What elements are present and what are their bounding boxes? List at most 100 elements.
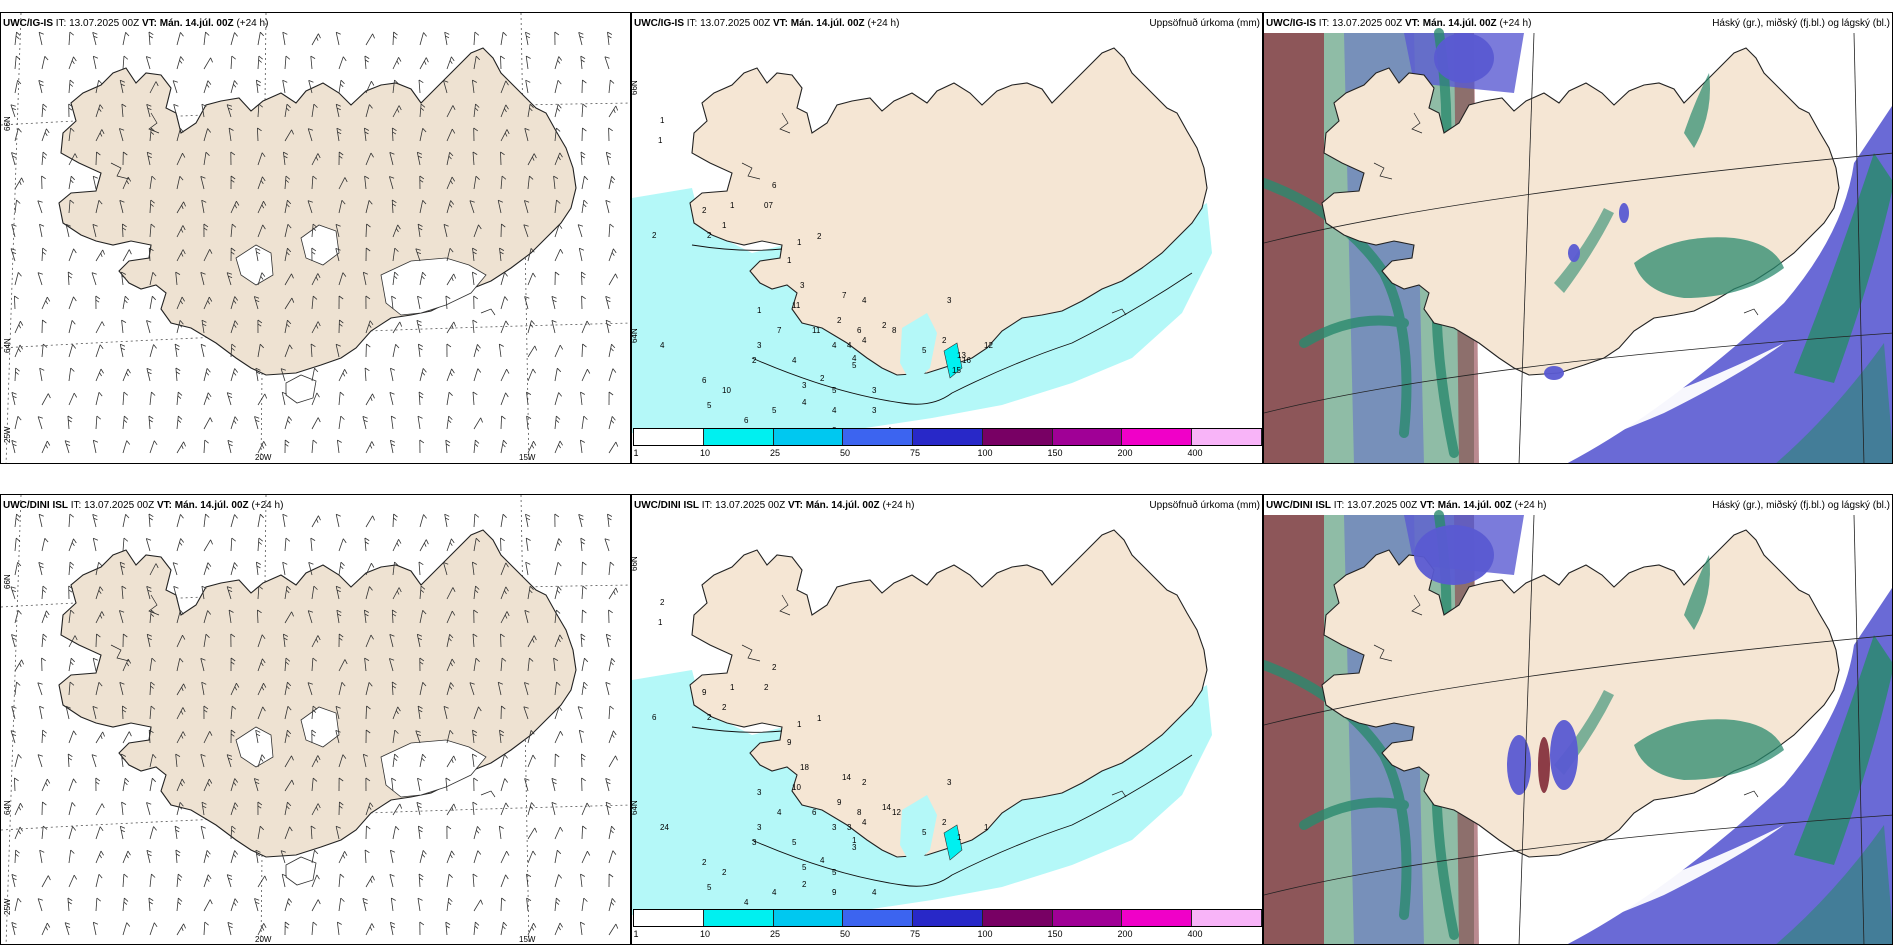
lat-label: 66N	[3, 574, 12, 589]
legend-label: 25	[769, 448, 781, 458]
lon-label: 15W	[519, 935, 536, 944]
precip-value: 1	[797, 238, 802, 247]
legend-swatch	[1192, 429, 1262, 445]
legend-swatch	[1192, 910, 1262, 926]
precip-value: 2	[660, 598, 665, 607]
precip-value: 3	[832, 823, 837, 832]
legend-swatch	[773, 429, 844, 445]
lat-label: 66N	[3, 116, 12, 131]
precip-panel-dini: UWC/DINI ISL IT: 13.07.2025 00Z VT: Mán.…	[631, 494, 1263, 945]
precip-value: 5	[707, 401, 712, 410]
legend-label: 200	[1117, 448, 1133, 458]
precip-value: 3	[847, 823, 852, 832]
legend-swatch	[843, 910, 914, 926]
panel-title: UWC/DINI ISL IT: 13.07.2025 00Z VT: Mán.…	[3, 500, 284, 511]
lat-label: 64N	[3, 338, 12, 353]
precip-value: 1	[660, 116, 665, 125]
legend-label: 200	[1117, 929, 1133, 939]
precip-value: 1	[658, 618, 663, 627]
precip-value: 2	[752, 356, 757, 365]
precip-value: 6	[744, 416, 749, 425]
precip-value: 9	[787, 738, 792, 747]
precip-value: 2	[772, 663, 777, 672]
precip-value: 8	[857, 808, 862, 817]
precip-value: 2	[722, 868, 727, 877]
legend-label: 10	[699, 929, 711, 939]
precip-value: 3	[802, 381, 807, 390]
lon-label: 20W	[255, 453, 272, 462]
panel-title: UWC/IG-IS IT: 13.07.2025 00Z VT: Mán. 14…	[634, 18, 900, 29]
legend-label: 25	[769, 929, 781, 939]
lat-label: 66N	[631, 556, 639, 571]
precip-value: 2	[942, 336, 947, 345]
precip-value: 2	[702, 858, 707, 867]
precip-value: 2	[722, 703, 727, 712]
precip-value: 3	[757, 788, 762, 797]
legend-label: 100	[977, 448, 993, 458]
legend-label: 10	[699, 448, 711, 458]
precip-value: 11	[792, 301, 801, 310]
wind-map	[1, 495, 630, 944]
precip-value: 1	[730, 683, 735, 692]
wind-panel-dini: UWC/DINI ISL IT: 13.07.2025 00Z VT: Mán.…	[0, 494, 631, 945]
legend-swatch	[703, 429, 774, 445]
legend-colorbar	[633, 909, 1262, 927]
precip-value: 5	[852, 361, 857, 370]
precip-value: 2	[707, 713, 712, 722]
precip-value: 4	[660, 341, 665, 350]
precip-value: 1	[797, 720, 802, 729]
precip-value: 4	[744, 898, 749, 907]
lat-label: 64N	[631, 328, 639, 343]
legend-label: 1	[633, 448, 639, 458]
legend-label: 400	[1187, 929, 1203, 939]
legend-swatch	[773, 910, 844, 926]
precip-value: 5	[707, 883, 712, 892]
legend-swatch	[982, 429, 1053, 445]
precip-value: 1	[658, 136, 663, 145]
legend-label: 400	[1187, 448, 1203, 458]
precip-value: 4	[862, 336, 867, 345]
legend-swatch	[634, 429, 704, 445]
precip-value: 5	[802, 863, 807, 872]
precip-value: 24	[660, 823, 669, 832]
wind-panel-igis: UWC/IG-IS IT: 13.07.2025 00Z VT: Mán. 14…	[0, 12, 631, 464]
legend-swatch	[703, 910, 774, 926]
lat-label: 66N	[631, 80, 639, 95]
precip-value: 4	[832, 406, 837, 415]
lat-label: 64N	[631, 800, 639, 815]
panel-title: UWC/DINI ISL IT: 13.07.2025 00Z VT: Mán.…	[1266, 500, 1547, 511]
precip-value: 1	[984, 823, 989, 832]
precip-value: 2	[764, 683, 769, 692]
precip-value: 2	[882, 321, 887, 330]
legend-label: 100	[977, 929, 993, 939]
legend-swatch	[1052, 910, 1123, 926]
precip-value: 9	[832, 888, 837, 897]
precip-value: 4	[832, 341, 837, 350]
legend-swatch	[913, 429, 983, 445]
precip-value: 1	[722, 221, 727, 230]
legend-label: 50	[839, 929, 851, 939]
panel-title: UWC/IG-IS IT: 13.07.2025 00Z VT: Mán. 14…	[1266, 18, 1532, 29]
precip-value: 3	[757, 341, 762, 350]
precip-value: 07	[764, 201, 773, 210]
precip-value: 3	[872, 386, 877, 395]
precip-value: 1	[817, 714, 822, 723]
legend-label: 1	[633, 929, 639, 939]
cloud-panel-dini: UWC/DINI ISL IT: 13.07.2025 00Z VT: Mán.…	[1263, 494, 1893, 945]
precip-value: 5	[772, 406, 777, 415]
precip-value: 2	[707, 231, 712, 240]
precip-value: 2	[702, 206, 707, 215]
precip-title: Uppsöfnuð úrkoma (mm)	[1149, 18, 1260, 29]
precip-value: 2	[802, 880, 807, 889]
precip-value: 1	[852, 836, 857, 845]
precip-value: 1	[957, 833, 962, 842]
precip-value: 14	[842, 773, 851, 782]
precip-value: 4	[862, 818, 867, 827]
legend-swatch	[1122, 910, 1193, 926]
precip-value: 5	[922, 346, 927, 355]
precip-value: 9	[837, 798, 842, 807]
precip-value: 3	[947, 778, 952, 787]
precip-value: 8	[892, 326, 897, 335]
precip-value: 4	[862, 296, 867, 305]
precip-value: 15	[952, 366, 961, 375]
